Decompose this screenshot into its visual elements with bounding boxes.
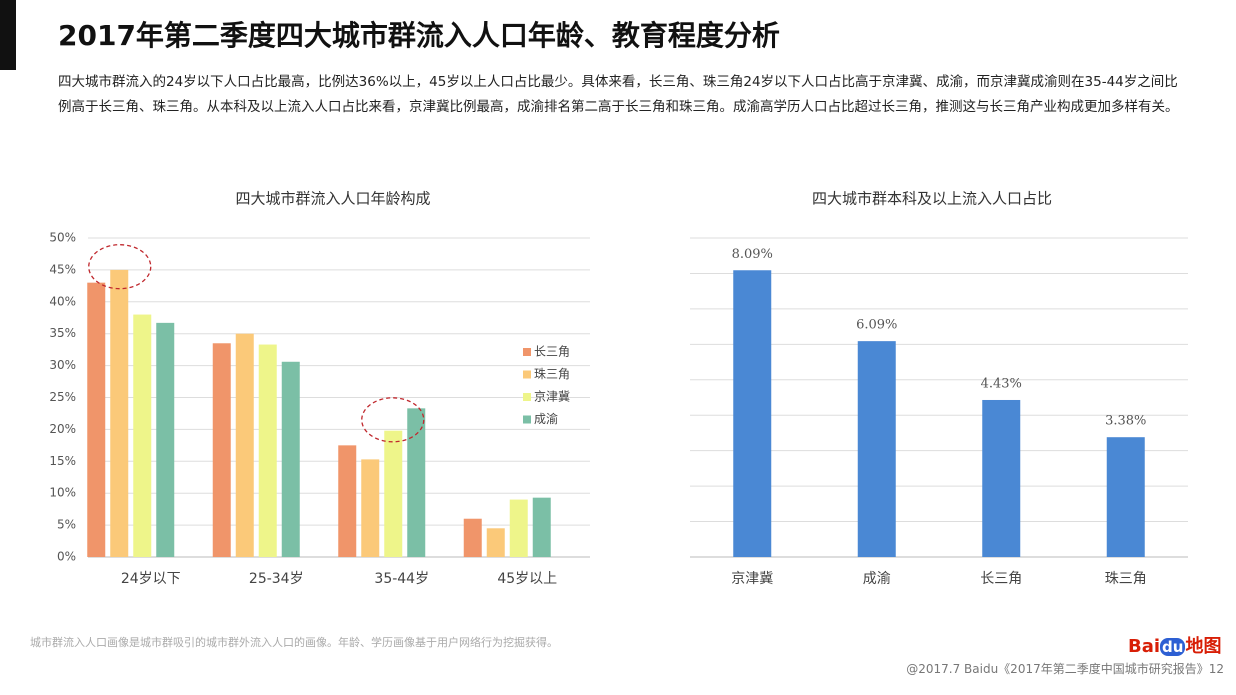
bar: [258, 344, 277, 557]
bar: [338, 445, 357, 557]
logo-part: Bai: [1128, 636, 1161, 657]
y-tick-label: 25%: [49, 390, 76, 404]
legend-swatch: [523, 415, 531, 424]
bar: [133, 314, 152, 557]
value-label: 6.09%: [856, 318, 897, 333]
y-tick-label: 0%: [57, 550, 76, 564]
x-tick-label: 珠三角: [1105, 571, 1147, 587]
legend-label: 成渝: [534, 411, 558, 426]
bar: [110, 269, 129, 557]
bar: [156, 322, 175, 557]
legend-label: 长三角: [534, 345, 570, 359]
highlight-ring: [361, 397, 425, 443]
y-tick-label: 30%: [49, 358, 76, 372]
footer: @2017.7 Baidu《2017年第二季度中国城市研究报告》12: [906, 662, 1224, 676]
bar: [87, 282, 106, 557]
legend-swatch: [523, 393, 531, 401]
legend-swatch: [523, 348, 531, 356]
y-tick-label: 15%: [49, 454, 76, 468]
x-tick-label: 京津冀: [731, 571, 773, 587]
bar: [235, 333, 254, 557]
y-tick-label: 50%: [49, 231, 76, 245]
accent-bar: [0, 0, 16, 70]
logo-part: 地图: [1185, 636, 1222, 657]
x-tick-label: 45岁以上: [497, 571, 557, 587]
bar: [384, 430, 403, 557]
bar: [982, 399, 1021, 557]
bar: [407, 408, 426, 557]
bar: [361, 459, 380, 557]
value-label: 8.09%: [732, 247, 773, 262]
slide-title: 2017年第二季度四大城市群流入人口年龄、教育程度分析: [58, 19, 780, 52]
x-tick-label: 24岁以下: [121, 571, 181, 587]
logo: Bai du 地图: [1128, 632, 1221, 658]
bar: [509, 499, 528, 557]
highlight-ring: [88, 244, 152, 290]
bar: [1106, 437, 1145, 557]
chart-title: 四大城市群流入人口年龄构成: [235, 190, 430, 208]
bar: [281, 361, 300, 557]
x-tick-label: 25-34岁: [249, 571, 304, 587]
footnote: 城市群流入人口画像是城市群吸引的城市群外流入人口的画像。年龄、学历画像基于用户网…: [30, 636, 558, 649]
value-label: 3.38%: [1105, 414, 1146, 429]
bar: [463, 518, 482, 557]
chart-title: 四大城市群本科及以上流入人口占比: [812, 190, 1052, 208]
x-tick-label: 成渝: [863, 571, 891, 587]
y-tick-label: 10%: [49, 486, 76, 500]
logo-part: du: [1160, 638, 1186, 656]
summary: 四大城市群流入的24岁以下人口占比最高，比例达36%以上，45岁以上人口占比最少…: [58, 74, 1179, 115]
y-tick-label: 20%: [49, 422, 76, 436]
y-tick-label: 35%: [49, 326, 76, 340]
bar: [857, 341, 896, 557]
y-tick-label: 40%: [49, 294, 76, 308]
bar: [733, 270, 772, 557]
y-tick-label: 5%: [57, 518, 76, 532]
y-tick-label: 45%: [49, 262, 76, 276]
bar: [212, 343, 231, 557]
legend-label: 京津冀: [534, 390, 570, 404]
x-tick-label: 35-44岁: [374, 571, 429, 587]
legend-swatch: [523, 370, 531, 379]
x-tick-label: 长三角: [980, 571, 1022, 587]
bar: [532, 497, 551, 557]
legend-label: 珠三角: [534, 367, 570, 381]
bar: [486, 528, 505, 557]
value-label: 4.43%: [981, 376, 1022, 391]
